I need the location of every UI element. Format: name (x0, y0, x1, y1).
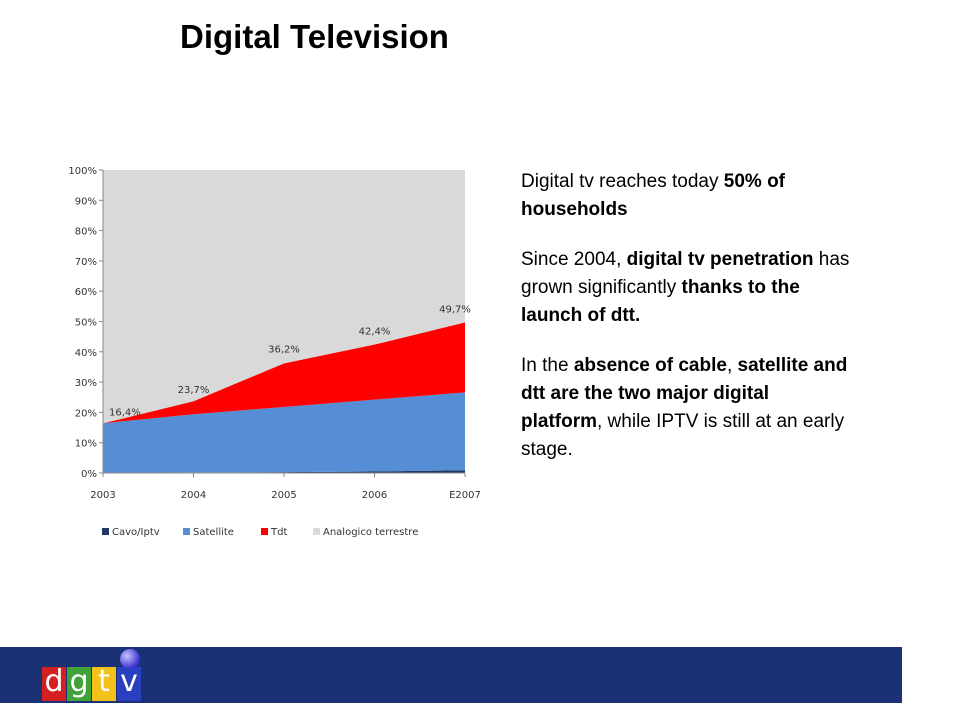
y-tick-label: 30% (75, 378, 97, 389)
x-tick-label: 2005 (271, 490, 296, 501)
series-area-cavo-iptv (103, 470, 465, 473)
footer-band (0, 647, 902, 703)
x-tick-label: 2004 (181, 490, 206, 501)
p1-bold-1: 50% of households (521, 171, 786, 220)
paragraph-households: Digital tv reaches today 50% of househol… (521, 168, 851, 224)
logo-letter-t: t (92, 667, 116, 701)
legend-swatch-satellite (183, 528, 190, 535)
data-label: 36,2% (268, 344, 300, 355)
y-tick-label: 10% (75, 439, 97, 450)
stacked-area-chart: 0% 10% 20% 30% 40% 50% 60% 70% 80% 90% 100% 2003 200… (68, 166, 481, 538)
p2-text-1: Since 2004, (521, 249, 627, 270)
p2-bold-2: thanks to the launch of dtt. (521, 277, 800, 326)
legend-swatch-analogico-terrestre (313, 528, 320, 535)
y-tick-label: 90% (75, 196, 97, 207)
data-label: 23,7% (178, 385, 210, 396)
y-tick-label: 80% (75, 227, 97, 238)
p3-bold-2: satellite and dtt are the two major digi… (521, 355, 848, 432)
p3-text-1: In the (521, 355, 574, 376)
series-area-tdt (103, 322, 465, 424)
logo-letter-v: v (117, 667, 141, 701)
logo-letter-g: g (67, 667, 91, 701)
x-tick-label: 2003 (90, 490, 115, 501)
legend-label-cavo-iptv: Cavo/Iptv (112, 527, 160, 538)
p3-bold-1: absence of cable (573, 355, 727, 376)
series-area-analogico-terrestre (103, 170, 465, 424)
paragraph-platforms: In the absence of cable, satellite and d… (521, 352, 851, 464)
logo-dot-icon (120, 649, 140, 669)
legend-label-satellite: Satellite (193, 527, 234, 538)
legend-label-tdt: Tdt (270, 527, 287, 538)
y-tick-label: 60% (75, 287, 97, 298)
logo-letter-d: d (42, 667, 66, 701)
y-tick-label: 100% (68, 166, 97, 177)
data-label: 42,4% (359, 327, 391, 338)
p2-bold-1: digital tv penetration (626, 249, 814, 270)
page-title: Digital Television (180, 18, 449, 55)
y-tick-label: 70% (75, 257, 97, 268)
p3-text-2: , (726, 355, 738, 376)
y-tick-label: 40% (75, 348, 97, 359)
p3-text-3: , while IPTV is still at an early stage. (521, 411, 845, 460)
x-tick-label: 2006 (362, 490, 387, 501)
data-label: 16,4% (109, 407, 141, 418)
y-tick-label: 0% (81, 469, 97, 480)
series-area-satellite (103, 392, 465, 473)
legend-label-analogico-terrestre: Analogico terrestre (323, 527, 418, 538)
y-tick-label: 20% (75, 408, 97, 419)
legend-swatch-cavo-iptv (102, 528, 109, 535)
legend-swatch-tdt (261, 528, 268, 535)
paragraph-growth: Since 2004, digital tv penetration has g… (521, 246, 851, 330)
p2-text-2: has grown significantly (521, 249, 850, 298)
y-tick-label: 50% (75, 318, 97, 329)
data-label: 49,7% (439, 304, 471, 315)
p1-text-1: Digital tv reaches today (521, 171, 724, 192)
text-panel: Digital tv reaches today 50% of househol… (521, 168, 851, 486)
x-tick-label: E2007 (449, 490, 481, 501)
